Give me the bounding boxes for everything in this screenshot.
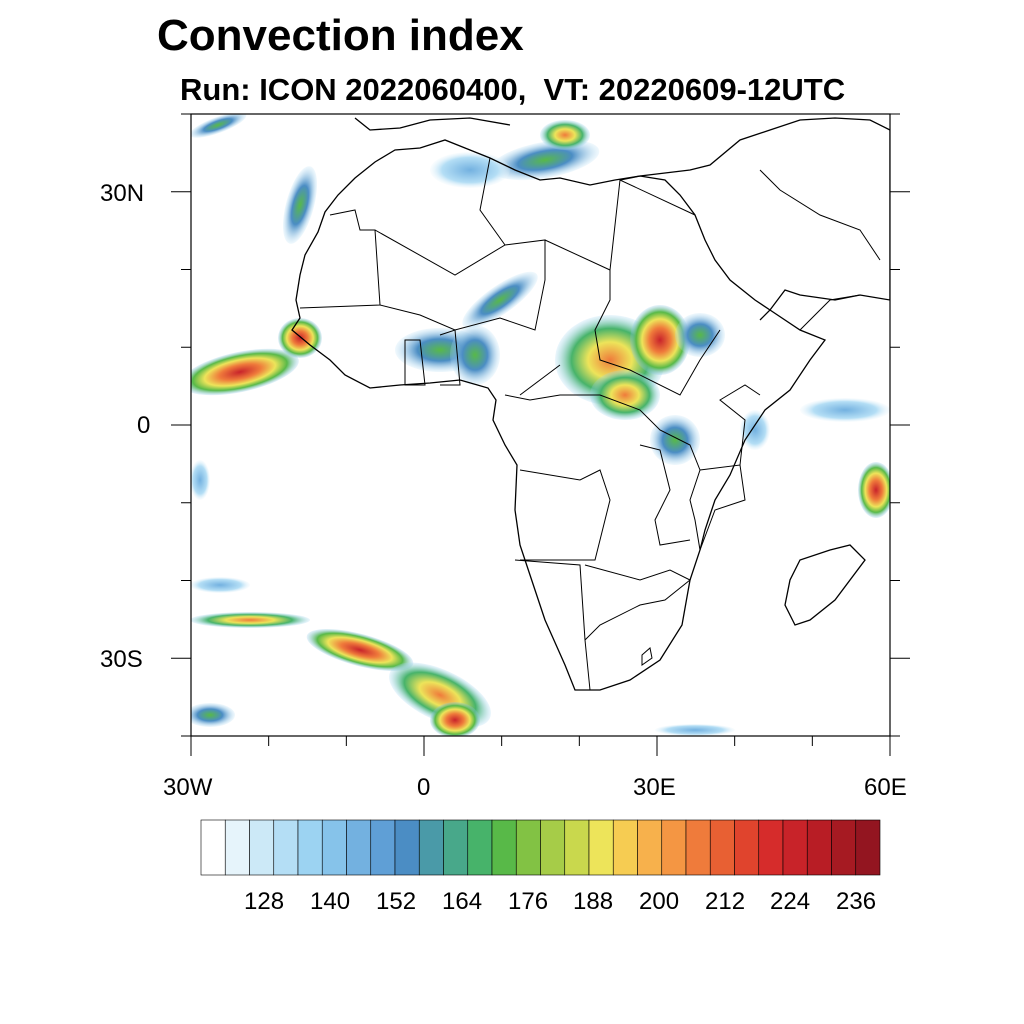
coastlines [291, 117, 890, 691]
colorbar-box [709, 819, 735, 876]
colorbar-box [612, 819, 638, 876]
colorbar-box [661, 819, 687, 876]
colorbar-tick-label: 236 [836, 888, 877, 915]
colorbar-box [564, 819, 590, 876]
colorbar-tick-label: 164 [442, 888, 483, 915]
colorbar-tick-label: 200 [639, 888, 680, 915]
lat-label-30n: 30N [100, 180, 145, 207]
colorbar-tick-label: 188 [573, 888, 614, 915]
colorbar-box [831, 819, 857, 876]
colorbar-box [346, 819, 372, 876]
lon-label-0: 0 [417, 774, 431, 801]
colorbar-box [855, 819, 881, 876]
lon-label-30e: 30E [633, 774, 676, 801]
colorbar-box [734, 819, 760, 876]
colorbar-box [394, 819, 420, 876]
colorbar-box [515, 819, 541, 876]
colorbar-box [249, 819, 275, 876]
colorbar-box [418, 819, 444, 876]
colorbar-box [782, 819, 808, 876]
lat-label-30s: 30S [100, 646, 143, 673]
colorbar-box [321, 819, 347, 876]
colorbar-box [467, 819, 493, 876]
colorbar-box [758, 819, 784, 876]
colorbar-tick-label: 140 [310, 888, 351, 915]
colorbar-tick-label: 152 [376, 888, 417, 915]
lon-label-60e: 60E [864, 774, 907, 801]
colorbar-box [443, 819, 469, 876]
colorbar-box [200, 819, 226, 876]
colorbar-box [297, 819, 323, 876]
colorbar-tick-label: 176 [508, 888, 549, 915]
colorbar-box [224, 819, 250, 876]
colorbar-box [370, 819, 396, 876]
country-borders [299, 157, 881, 691]
lat-label-0: 0 [137, 412, 151, 439]
colorbar-box [637, 819, 663, 876]
convection-field [191, 114, 890, 736]
figure-subtitle: Run: ICON 2022060400, VT: 20220609-12UTC [180, 72, 846, 107]
colorbar-box [273, 819, 299, 876]
colorbar-box [685, 819, 711, 876]
colorbar-box [540, 819, 566, 876]
colorbar-box [588, 819, 614, 876]
colorbar [200, 819, 881, 876]
axis-ticks [171, 113, 910, 756]
lon-label-30w: 30W [163, 774, 213, 801]
colorbar-box [491, 819, 517, 876]
figure-title: Convection index [157, 11, 524, 60]
colorbar-tick-label: 224 [770, 888, 811, 915]
colorbar-tick-label: 212 [705, 888, 746, 915]
colorbar-box [806, 819, 832, 876]
colorbar-tick-label: 128 [244, 888, 285, 915]
